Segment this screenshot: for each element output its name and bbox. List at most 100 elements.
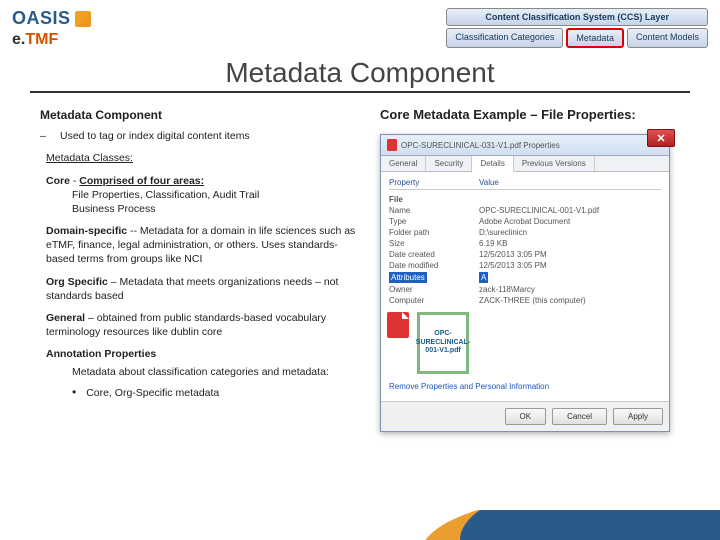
header: OASIS e. TMF Content Classification Syst… bbox=[0, 0, 720, 49]
layer-top: Content Classification System (CCS) Laye… bbox=[446, 8, 708, 26]
window-footer: OK Cancel Apply bbox=[381, 401, 669, 431]
thumbnail-wrap: OPC-SURECLINICAL-001-V1.pdf bbox=[387, 312, 661, 374]
remove-properties-link[interactable]: Remove Properties and Personal Informati… bbox=[389, 378, 661, 399]
content: Metadata Component – Used to tag or inde… bbox=[0, 97, 720, 432]
annotation-block: Annotation Properties Metadata about cla… bbox=[46, 347, 360, 400]
classes-head: Metadata Classes: bbox=[46, 151, 360, 165]
row-size: Size6.19 KB bbox=[389, 238, 661, 249]
row-modified-value: 12/5/2013 3:05 PM bbox=[479, 261, 547, 270]
row-attr-label: Attributes bbox=[389, 272, 479, 283]
core-dash: - bbox=[73, 175, 77, 187]
layer-row: Classification Categories Metadata Conte… bbox=[446, 28, 708, 48]
pdf-thumb-icon bbox=[387, 312, 409, 338]
row-computer-label: Computer bbox=[389, 296, 479, 305]
row-path-label: Folder path bbox=[389, 228, 479, 237]
row-path-value: D:\sureclinicn bbox=[479, 228, 527, 237]
row-type-value: Adobe Acrobat Document bbox=[479, 217, 570, 226]
annotation-bullet: • Core, Org-Specific metadata bbox=[72, 386, 360, 400]
general-text: – obtained from public standards-based v… bbox=[46, 312, 326, 338]
etmf-logo: e. TMF bbox=[12, 31, 91, 49]
bullet-text: Used to tag or index digital content ite… bbox=[60, 129, 250, 143]
general-block: General – obtained from public standards… bbox=[46, 311, 360, 339]
oasis-text: OASIS bbox=[12, 8, 71, 29]
window-titlebar: OPC-SURECLINICAL-031-V1.pdf Properties ✕ bbox=[381, 135, 669, 156]
row-owner-value: zack-118\Marcy bbox=[479, 285, 535, 294]
layer-cell-models: Content Models bbox=[627, 28, 708, 48]
tab-general[interactable]: General bbox=[381, 156, 426, 171]
row-modified: Date modified12/5/2013 3:05 PM bbox=[389, 260, 661, 271]
layer-cell-categories: Classification Categories bbox=[446, 28, 563, 48]
footer-decoration bbox=[0, 510, 720, 540]
row-type-label: Type bbox=[389, 217, 479, 226]
row-name-label: Name bbox=[389, 206, 479, 215]
oasis-logo: OASIS bbox=[12, 8, 91, 29]
logo-block: OASIS e. TMF bbox=[12, 8, 91, 49]
etmf-e: e. bbox=[12, 31, 25, 49]
row-computer: ComputerZACK-THREE (this computer) bbox=[389, 295, 661, 306]
prop-header: Property Value bbox=[389, 178, 661, 190]
example-title: Core Metadata Example – File Properties: bbox=[380, 107, 700, 122]
org-block: Org Specific – Metadata that meets organ… bbox=[46, 275, 360, 303]
row-size-label: Size bbox=[389, 239, 479, 248]
row-type: TypeAdobe Acrobat Document bbox=[389, 216, 661, 227]
general-label: General bbox=[46, 312, 85, 324]
row-attr-value: A bbox=[479, 272, 488, 283]
oasis-icon bbox=[75, 11, 91, 27]
dot-icon: • bbox=[72, 386, 76, 400]
window-body: Property Value File NameOPC-SURECLINICAL… bbox=[381, 172, 669, 401]
row-attr-value-text: A bbox=[479, 272, 488, 283]
cancel-button[interactable]: Cancel bbox=[552, 408, 607, 425]
window-title: OPC-SURECLINICAL-031-V1.pdf Properties bbox=[401, 141, 663, 150]
row-size-value: 6.19 KB bbox=[479, 239, 507, 248]
properties-window: OPC-SURECLINICAL-031-V1.pdf Properties ✕… bbox=[380, 134, 670, 432]
window-tabs: General Security Details Previous Versio… bbox=[381, 156, 669, 172]
core-head: Comprised of four areas: bbox=[79, 175, 204, 187]
layer-cell-metadata: Metadata bbox=[566, 28, 624, 48]
row-owner-label: Owner bbox=[389, 285, 479, 294]
curve-blue bbox=[460, 510, 720, 540]
metadata-classes: Metadata Classes: bbox=[46, 151, 360, 165]
domain-block: Domain-specific -- Metadata for a domain… bbox=[46, 224, 360, 267]
row-owner: Ownerzack-118\Marcy bbox=[389, 284, 661, 295]
row-created: Date created12/5/2013 3:05 PM bbox=[389, 249, 661, 260]
row-created-value: 12/5/2013 3:05 PM bbox=[479, 250, 547, 259]
pdf-icon bbox=[387, 139, 397, 151]
core-block: Core - Comprised of four areas: File Pro… bbox=[46, 174, 360, 217]
row-path: Folder pathD:\sureclinicn bbox=[389, 227, 661, 238]
page-title: Metadata Component bbox=[0, 57, 720, 89]
title-block: Metadata Component bbox=[0, 57, 720, 93]
domain-label: Domain-specific bbox=[46, 225, 127, 237]
core-line1: File Properties, Classification, Audit T… bbox=[72, 188, 360, 202]
layer-diagram: Content Classification System (CCS) Laye… bbox=[446, 8, 708, 48]
row-modified-label: Date modified bbox=[389, 261, 479, 270]
bullet-used-to: – Used to tag or index digital content i… bbox=[40, 129, 360, 143]
tab-details[interactable]: Details bbox=[472, 156, 513, 172]
row-computer-value: ZACK-THREE (this computer) bbox=[479, 296, 586, 305]
ok-button[interactable]: OK bbox=[505, 408, 547, 425]
tab-security[interactable]: Security bbox=[426, 156, 472, 171]
close-button[interactable]: ✕ bbox=[647, 129, 675, 147]
etmf-tmf: TMF bbox=[25, 31, 58, 49]
left-column: Metadata Component – Used to tag or inde… bbox=[40, 107, 360, 432]
right-column: Core Metadata Example – File Properties:… bbox=[380, 107, 700, 432]
header-value: Value bbox=[479, 178, 499, 187]
section-file-label: File bbox=[389, 195, 479, 204]
header-property: Property bbox=[389, 178, 479, 187]
core-line2: Business Process bbox=[72, 202, 360, 216]
dash-icon: – bbox=[40, 129, 50, 143]
annotation-bullet-text: Core, Org-Specific metadata bbox=[86, 386, 219, 400]
row-attributes: Attributes A bbox=[389, 271, 661, 284]
core-label: Core bbox=[46, 175, 70, 187]
row-name-value: OPC-SURECLINICAL-001-V1.pdf bbox=[479, 206, 599, 215]
row-created-label: Date created bbox=[389, 250, 479, 259]
tab-previous[interactable]: Previous Versions bbox=[514, 156, 595, 171]
annotation-text: Metadata about classification categories… bbox=[72, 365, 360, 379]
row-attr-label-text: Attributes bbox=[389, 272, 427, 283]
doc-thumb: OPC-SURECLINICAL-001-V1.pdf bbox=[417, 312, 469, 374]
org-label: Org Specific bbox=[46, 276, 108, 288]
section-heading: Metadata Component bbox=[40, 107, 360, 123]
title-rule bbox=[30, 91, 690, 93]
section-file: File bbox=[389, 194, 661, 205]
annotation-head: Annotation Properties bbox=[46, 347, 360, 361]
apply-button[interactable]: Apply bbox=[613, 408, 663, 425]
